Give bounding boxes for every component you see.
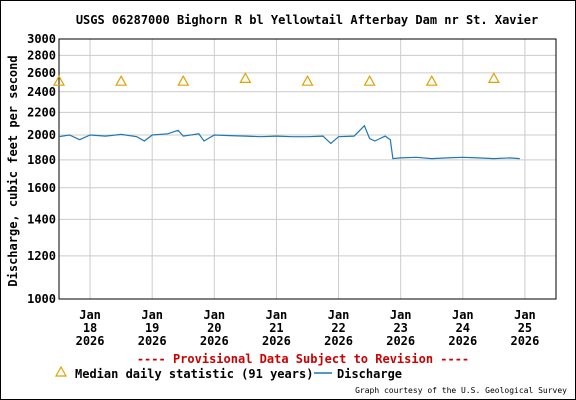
y-tick-label: 2400 [27,85,56,99]
x-tick-label: 19 [145,321,159,335]
legend: Median daily statistic (91 years) Dischar… [54,365,402,381]
x-tick-label: 2026 [138,334,167,348]
y-tick-label: 2600 [27,66,56,80]
y-axis: 1000 1200 1400 1600 1800 2000 2200 2400 2600 2800… [27,32,56,306]
y-axis-label: Discharge, cubic feet per second [6,55,20,286]
grid [58,38,557,300]
median-marker [363,74,376,86]
x-tick-label: 2026 [324,334,353,348]
x-tick-label: Jan [514,308,536,322]
y-tick-label: 1200 [27,249,56,263]
legend-median-marker [54,365,68,377]
x-tick-label: 22 [331,321,345,335]
x-tick-label: Jan [79,308,101,322]
median-marker [52,74,66,86]
x-tick-label: Jan [390,308,412,322]
x-tick-label: 2026 [262,334,291,348]
credit-text: Graph courtesy of the U.S. Geological Su… [355,386,567,395]
x-tick-label: 24 [456,321,470,335]
legend-median-label: Median daily statistic (91 years) [75,367,313,381]
x-tick-label: Jan [266,308,288,322]
discharge-line [58,124,520,160]
chart-title: USGS 06287000 Bighorn R bl Yellowtail Af… [76,13,538,27]
x-tick-label: 2026 [200,334,229,348]
median-marker [115,74,128,86]
x-tick-label: Jan [203,308,225,322]
y-tick-label: 1600 [27,181,56,195]
legend-discharge-label: Discharge [337,367,402,381]
x-tick-label: 25 [518,321,532,335]
x-tick-label: 2026 [76,334,105,348]
median-marker [301,74,314,86]
x-tick-label: 23 [393,321,407,335]
provisional-note: ---- Provisional Data Subject to Revisio… [137,352,469,366]
y-tick-label: 2800 [27,48,56,62]
plot-border [58,38,557,300]
x-tick-label: 18 [83,321,97,335]
median-marker [487,72,500,83]
median-marker [425,74,438,86]
y-tick-label: 1800 [27,153,56,167]
x-tick-label: 2026 [386,334,415,348]
x-tick-label: 2026 [510,334,539,348]
x-tick-label: Jan [141,308,163,322]
y-tick-label: 2200 [27,105,56,119]
x-tick-label: 2026 [448,334,477,348]
plot-area [59,39,556,299]
y-tick-label: 2000 [27,128,56,142]
x-tick-label: 21 [269,321,283,335]
series [52,72,520,160]
y-tick-label: 1000 [27,292,56,306]
median-marker [177,74,190,86]
y-tick-label: 3000 [27,32,56,46]
y-tick-label: 1400 [27,212,56,226]
x-axis: Jan182026Jan192026Jan202026Jan212026Jan2… [76,308,540,348]
x-tick-label: Jan [328,308,350,322]
x-tick-label: Jan [452,308,474,322]
x-tick-label: 20 [207,321,221,335]
median-marker [239,72,252,83]
